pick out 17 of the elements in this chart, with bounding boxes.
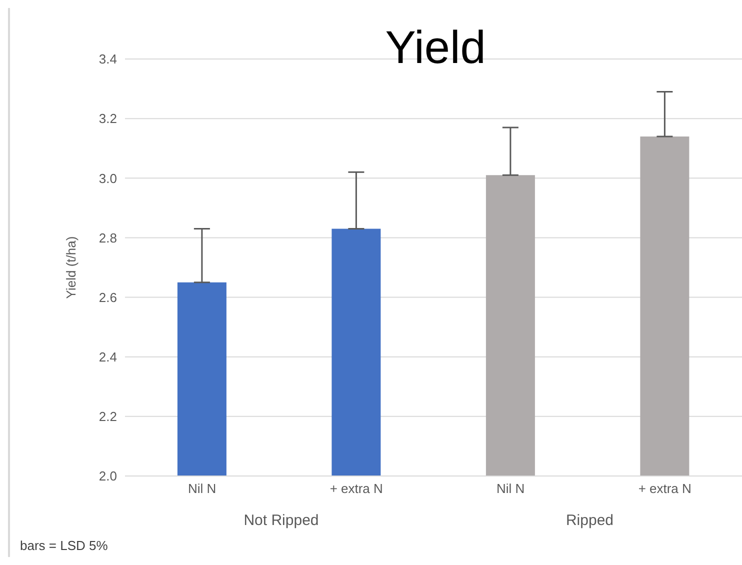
text: Ripped (564, 512, 615, 529)
y-tick-label: 2.0 (98, 468, 117, 484)
chart-title: Yield (385, 21, 486, 73)
y-tick-label: 3.4 (98, 52, 117, 67)
y-tick-label: 2.6 (98, 290, 117, 305)
y-axis-title: Yield (t/ha) (64, 236, 79, 299)
y-tick-label: 2.4 (98, 349, 117, 364)
text: Not Ripped (242, 512, 320, 529)
x-tick-label: Nil N (496, 481, 525, 496)
y-tick-label: 2.8 (98, 230, 117, 246)
y-tick-label: 2.2 (98, 409, 117, 424)
x-tick-label: + extra N (330, 481, 383, 496)
x-tick-label: + extra N (638, 481, 692, 496)
y-tick-label: 3.2 (98, 111, 117, 126)
y-tick-label: 3.0 (98, 170, 117, 186)
x-tick-label: Nil N (188, 481, 216, 496)
text: bars = LSD 5% (20, 538, 108, 553)
